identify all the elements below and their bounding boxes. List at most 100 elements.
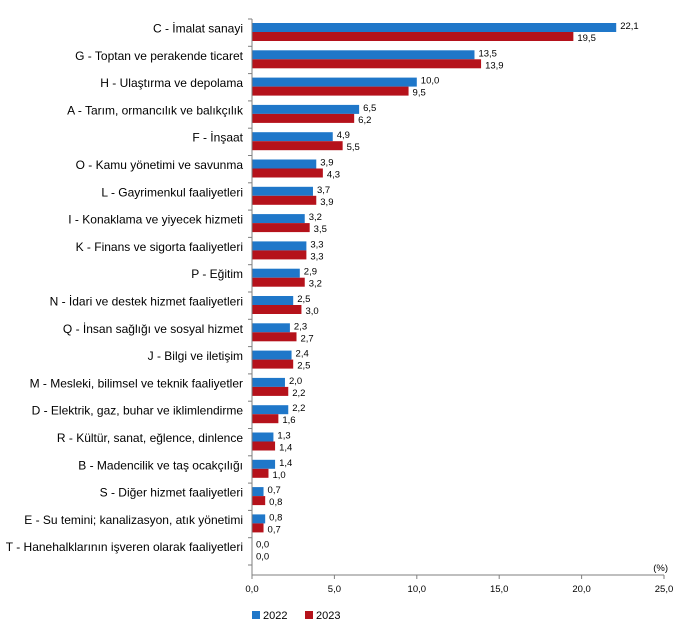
- bar-2023: [252, 386, 289, 396]
- bar-2022: [252, 50, 475, 60]
- bar-2022: [252, 432, 274, 442]
- value-label-2023: 0,0: [256, 552, 269, 563]
- value-label-2023: 3,3: [310, 251, 323, 262]
- bars-group: 22,119,513,513,910,09,56,56,24,95,53,94,…: [252, 21, 639, 563]
- category-label: E - Su temini; kanalizasyon, atık yöneti…: [24, 513, 243, 527]
- bar-2023: [252, 277, 305, 287]
- bar-2022: [252, 377, 285, 387]
- category-label: F - İnşaat: [192, 131, 243, 145]
- bar-2023: [252, 223, 310, 233]
- unit-label: (%): [653, 563, 668, 574]
- value-label-2022: 1,3: [277, 431, 290, 442]
- value-label-2022: 22,1: [620, 21, 639, 32]
- value-label-2023: 4,3: [327, 170, 340, 181]
- value-label-2022: 3,2: [309, 212, 322, 223]
- bar-2023: [252, 141, 343, 151]
- category-label: T - Hanehalklarının işveren olarak faali…: [6, 540, 243, 554]
- value-label-2023: 2,7: [300, 333, 313, 344]
- value-label-2023: 2,5: [297, 361, 310, 372]
- bar-2023: [252, 359, 294, 369]
- value-label-2022: 3,9: [320, 158, 333, 169]
- bar-2023: [252, 441, 276, 451]
- value-label-2022: 10,0: [421, 76, 440, 87]
- bar-2022: [252, 268, 300, 278]
- value-label-2023: 2,2: [292, 388, 305, 399]
- bar-2022: [252, 350, 292, 360]
- value-label-2023: 6,2: [358, 115, 371, 126]
- bar-2023: [252, 523, 264, 533]
- x-tick-label: 15,0: [490, 584, 509, 595]
- bar-2023: [252, 414, 279, 424]
- category-label: C - İmalat sanayi: [153, 22, 243, 36]
- bar-2022: [252, 514, 266, 524]
- value-label-2022: 0,0: [256, 540, 269, 551]
- legend-label-2023: 2023: [316, 610, 340, 622]
- value-label-2022: 1,4: [279, 458, 292, 469]
- bar-2022: [252, 323, 290, 333]
- value-label-2022: 0,7: [268, 485, 281, 496]
- value-label-2023: 13,9: [485, 60, 504, 71]
- value-label-2023: 19,5: [577, 33, 596, 44]
- value-label-2022: 2,9: [304, 267, 317, 278]
- category-label: M - Mesleki, bilimsel ve teknik faaliyet…: [30, 376, 243, 390]
- bar-2022: [252, 132, 333, 142]
- value-label-2023: 1,6: [282, 415, 295, 426]
- category-label: D - Elektrik, gaz, buhar ve iklimlendirm…: [32, 404, 244, 418]
- bar-2022: [252, 23, 617, 32]
- bar-2022: [252, 296, 294, 305]
- bar-2022: [252, 186, 313, 196]
- category-label: S - Diğer hizmet faaliyetleri: [100, 486, 243, 500]
- category-label: P - Eğitim: [191, 267, 243, 281]
- x-tick-label: 5,0: [328, 584, 341, 595]
- value-label-2022: 4,9: [337, 130, 350, 141]
- category-label: G - Toptan ve perakende ticaret: [75, 49, 244, 63]
- category-label: L - Gayrimenkul faaliyetleri: [101, 185, 243, 199]
- value-label-2023: 3,9: [320, 197, 333, 208]
- bar-2022: [252, 214, 305, 224]
- category-label: H - Ulaştırma ve depolama: [100, 76, 243, 90]
- value-label-2022: 2,4: [296, 349, 309, 360]
- bar-2023: [252, 332, 297, 342]
- bar-2022: [252, 104, 360, 114]
- bar-2022: [252, 405, 289, 415]
- value-label-2022: 2,0: [289, 376, 302, 387]
- x-tick-label: 10,0: [408, 584, 427, 595]
- bar-2023: [252, 468, 269, 478]
- value-label-2023: 3,0: [305, 306, 318, 317]
- value-label-2023: 3,2: [309, 279, 322, 290]
- value-label-2022: 13,5: [478, 48, 497, 59]
- value-label-2023: 5,5: [347, 142, 360, 153]
- value-label-2022: 2,2: [292, 403, 305, 414]
- category-label: I - Konaklama ve yiyecek hizmeti: [68, 213, 243, 227]
- category-label: B - Madencilik ve taş ocakçılığı: [78, 458, 243, 472]
- legend-swatch-2023: [305, 611, 313, 619]
- value-label-2022: 2,3: [294, 321, 307, 332]
- category-label: R - Kültür, sanat, eğlence, dinlence: [57, 431, 243, 445]
- x-tick-label: 0,0: [245, 584, 258, 595]
- value-label-2023: 1,4: [279, 443, 292, 454]
- bar-2022: [252, 459, 276, 469]
- value-label-2023: 1,0: [272, 470, 285, 481]
- value-label-2022: 6,5: [363, 103, 376, 114]
- x-axis: 0,0 5,0 10,0 15,0 20,0 25,0: [245, 18, 673, 595]
- bar-2022: [252, 159, 317, 169]
- bar-2023: [252, 113, 355, 123]
- category-labels-group: C - İmalat sanayi G - Toptan ve perakende…: [6, 22, 244, 555]
- category-label: A - Tarım, ormancılık ve balıkçılık: [67, 103, 244, 117]
- value-label-2022: 2,5: [297, 294, 310, 305]
- value-label-2023: 0,7: [268, 524, 281, 535]
- x-tick-label: 20,0: [572, 584, 591, 595]
- bar-2022: [252, 77, 417, 87]
- value-label-2022: 0,8: [269, 512, 282, 523]
- bar-2023: [252, 195, 317, 205]
- value-label-2022: 3,7: [317, 185, 330, 196]
- category-label: N - İdari ve destek hizmet faaliyetleri: [50, 295, 243, 309]
- bar-2023: [252, 32, 574, 41]
- legend-label-2022: 2022: [263, 610, 287, 622]
- bar-2023: [252, 86, 409, 96]
- category-label: J - Bilgi ve iletişim: [148, 349, 243, 363]
- bar-2022: [252, 241, 307, 251]
- bar-2023: [252, 59, 482, 69]
- value-label-2023: 3,5: [314, 224, 327, 235]
